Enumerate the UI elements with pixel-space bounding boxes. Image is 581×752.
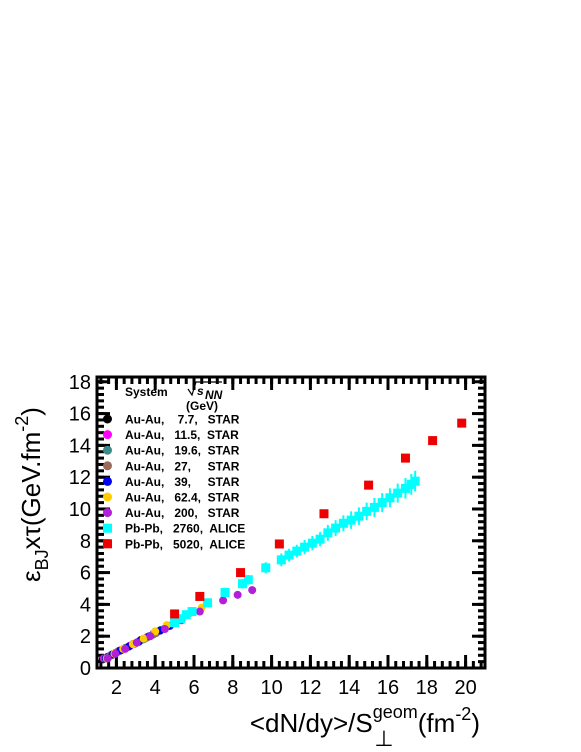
legend-marker xyxy=(103,508,112,518)
x-tick-label: 12 xyxy=(299,677,321,699)
y-tick-label: 18 xyxy=(69,372,91,394)
legend-marker xyxy=(103,476,112,486)
legend-marker xyxy=(103,414,112,424)
data-point-square xyxy=(385,493,395,503)
x-tick-label: 14 xyxy=(338,677,360,699)
legend-marker xyxy=(103,445,112,455)
x-tick-label: 10 xyxy=(260,677,282,699)
data-point-square xyxy=(181,610,191,620)
data-point-square xyxy=(410,476,420,486)
data-point-square xyxy=(319,509,329,519)
x-axis-title: <dN/dy>/Sgeom(fm-2) xyxy=(250,702,480,738)
data-point-square xyxy=(400,453,410,463)
legend-marker xyxy=(103,523,112,533)
legend-label: Au-Au, 7.7, STAR xyxy=(125,413,240,427)
x-tick-label: 8 xyxy=(227,677,238,699)
data-point-square xyxy=(276,555,286,565)
data-point-square xyxy=(170,609,180,619)
data-point-square xyxy=(195,591,205,601)
data-point-square xyxy=(292,546,302,556)
data-point-square xyxy=(393,488,403,498)
data-point-circle xyxy=(132,638,141,647)
legend-label: Au-Au, 39, STAR xyxy=(125,475,240,489)
y-tick-label: 0 xyxy=(80,658,91,680)
legend-label: Pb-Pb, 2760, ALICE xyxy=(125,522,245,536)
data-point-square xyxy=(354,511,364,521)
y-tick-label: 12 xyxy=(69,467,91,489)
x-tick-label: 4 xyxy=(150,677,161,699)
x-tick-label: 2 xyxy=(111,677,122,699)
data-point-square xyxy=(307,538,317,548)
y-tick-label: 6 xyxy=(80,563,91,585)
data-point-square xyxy=(284,550,294,560)
legend-marker xyxy=(103,430,112,440)
data-point-square xyxy=(203,598,213,608)
data-point-square xyxy=(187,607,197,617)
legend-label: Au-Au, 27, STAR xyxy=(125,459,240,473)
data-point-square xyxy=(238,579,247,589)
data-point-square xyxy=(362,506,372,516)
data-point-square xyxy=(369,502,379,512)
data-point-square xyxy=(400,483,410,493)
data-point-square xyxy=(175,614,185,624)
data-point-square xyxy=(457,418,467,428)
data-point-square xyxy=(261,563,271,573)
legend-header-nn: NN xyxy=(205,388,223,402)
y-tick-label: 10 xyxy=(69,499,91,521)
data-point-square xyxy=(170,618,180,628)
legend-label: Au-Au, 200, STAR xyxy=(125,506,240,520)
data-point-square xyxy=(243,575,253,585)
data-point-circle xyxy=(160,625,169,634)
data-point-square xyxy=(331,523,341,533)
legend-label: Au-Au, 62.4, STAR xyxy=(125,491,240,505)
data-point-square xyxy=(315,534,325,544)
y-tick-label: 4 xyxy=(80,594,91,616)
data-point-circle xyxy=(103,654,112,663)
data-point-square xyxy=(377,498,387,508)
data-point-circle xyxy=(121,644,130,653)
legend-header-s: s xyxy=(197,384,204,398)
data-point-circle xyxy=(111,649,120,658)
x-tick-label: 20 xyxy=(454,677,476,699)
data-point-circle xyxy=(139,634,148,643)
data-point-square xyxy=(220,587,230,597)
legend-marker xyxy=(103,539,112,549)
data-point-circle xyxy=(219,596,228,605)
x-axis-title-sub: ⊥ xyxy=(374,726,393,751)
data-point-circle xyxy=(195,607,204,616)
data-point-square xyxy=(338,518,348,528)
data-point-circle xyxy=(233,590,242,599)
data-point-circle xyxy=(146,632,155,641)
data-point-square xyxy=(346,515,356,525)
y-tick-label: 14 xyxy=(69,435,91,457)
y-axis-title: εBJxτ(GeV.fm-2) xyxy=(12,407,52,582)
legend-marker xyxy=(103,461,112,471)
data-point-square xyxy=(300,542,310,552)
data-point-circle xyxy=(248,586,257,595)
legend-header-system: System xyxy=(125,385,168,399)
data-point-square xyxy=(236,568,246,578)
data-point-square xyxy=(323,528,333,538)
legend-label: Au-Au, 19.6, STAR xyxy=(125,444,240,458)
legend-label: Pb-Pb, 5020, ALICE xyxy=(125,537,245,551)
legend-marker xyxy=(103,492,112,502)
x-tick-label: 16 xyxy=(377,677,399,699)
data-point-square xyxy=(364,480,374,490)
legend-sqrt-symbol xyxy=(187,381,222,397)
y-tick-label: 16 xyxy=(69,404,91,426)
legend-label: Au-Au, 11.5, STAR xyxy=(125,428,239,442)
x-tick-label: 18 xyxy=(416,677,438,699)
data-point-square xyxy=(274,539,284,549)
legend-header-unit: (GeV) xyxy=(186,399,218,413)
data-points xyxy=(98,418,467,664)
x-tick-label: 6 xyxy=(188,677,199,699)
y-tick-label: 8 xyxy=(80,531,91,553)
y-tick-label: 2 xyxy=(80,626,91,648)
data-point-square xyxy=(428,436,438,446)
